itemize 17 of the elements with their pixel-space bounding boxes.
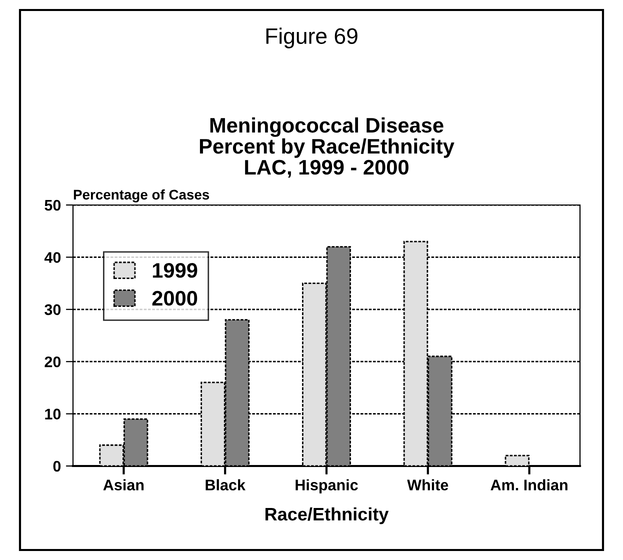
- y-axis-title: Percentage of Cases: [74, 189, 210, 202]
- caption: Figure 69: [266, 28, 358, 48]
- x-tick-label: Hispanic: [296, 479, 358, 494]
- x-tick-label: White: [407, 479, 448, 490]
- x-tick-label: Black: [206, 479, 246, 490]
- x-tick-label: Asian: [103, 479, 144, 490]
- x-axis-title: Race/Ethnicity: [266, 507, 389, 524]
- chart-title: Meningococcal Disease Percent by Race/Ethnicity LAC, 1999 - 2000: [200, 117, 454, 178]
- legend-label: 1999: [152, 263, 198, 278]
- y-tick-label: 10: [45, 408, 61, 420]
- y-tick-label: 20: [44, 356, 61, 368]
- y-tick-label: 0: [53, 460, 61, 472]
- x-tick-label: Am. Indian: [490, 479, 568, 490]
- y-tick-label: 30: [44, 304, 61, 316]
- y-tick-label: 50: [44, 200, 61, 211]
- y-tick-label: 40: [44, 252, 61, 263]
- legend-label: 2000: [152, 290, 198, 306]
